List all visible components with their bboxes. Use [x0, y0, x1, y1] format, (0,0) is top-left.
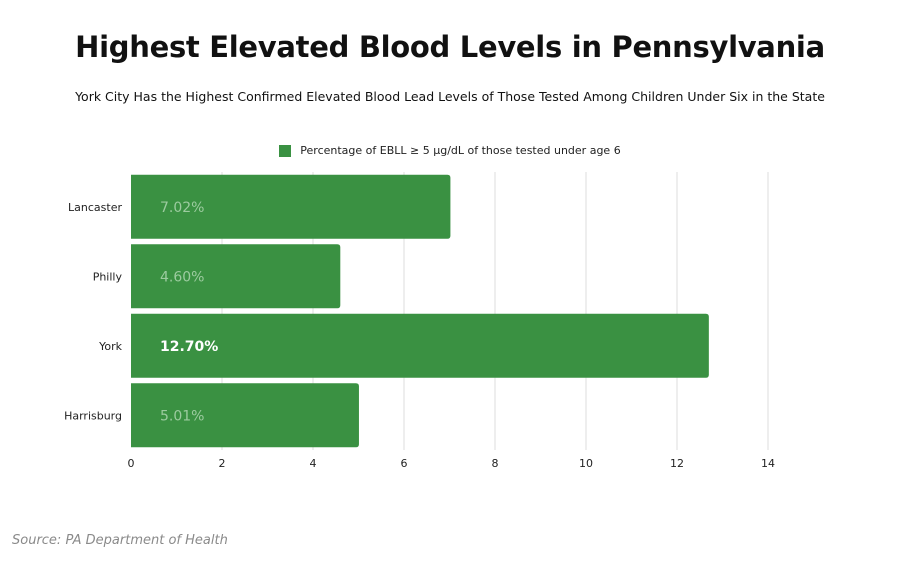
- data-label: 12.70%: [160, 339, 218, 355]
- x-tick-label: 14: [761, 457, 775, 470]
- chart-subtitle: York City Has the Highest Confirmed Elev…: [75, 89, 825, 104]
- x-tick-label: 6: [401, 457, 408, 470]
- legend-label: Percentage of EBLL ≥ 5 µg/dL of those te…: [300, 144, 621, 157]
- x-tick-label: 4: [310, 457, 317, 470]
- legend: Percentage of EBLL ≥ 5 µg/dL of those te…: [0, 144, 900, 157]
- data-label: 5.01%: [160, 408, 204, 424]
- x-tick-label: 10: [579, 457, 593, 470]
- category-label: Lancaster: [68, 201, 122, 214]
- category-label: Harrisburg: [64, 409, 122, 422]
- bar-york: [131, 313, 709, 378]
- x-tick-label: 12: [670, 457, 684, 470]
- legend-swatch: [279, 144, 292, 157]
- x-tick-label: 2: [219, 457, 226, 470]
- x-tick-label: 8: [492, 457, 499, 470]
- data-label: 7.02%: [160, 200, 204, 216]
- category-label: Philly: [93, 270, 123, 283]
- category-label: York: [98, 340, 123, 353]
- x-tick-label: 0: [128, 457, 135, 470]
- source-note: Source: PA Department of Health: [12, 533, 228, 548]
- data-label: 4.60%: [160, 269, 204, 285]
- bar-harrisburg: [131, 383, 359, 448]
- chart-title: Highest Elevated Blood Levels in Pennsyl…: [75, 30, 825, 64]
- bar-lancaster: [131, 174, 451, 239]
- bar-philly: [131, 244, 341, 309]
